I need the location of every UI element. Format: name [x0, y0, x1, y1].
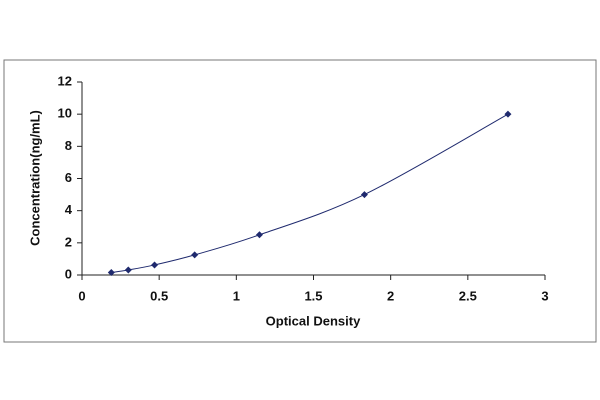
x-tick-label: 2.5 — [459, 288, 477, 303]
x-tick-label: 1.5 — [304, 288, 322, 303]
x-tick-label: 2 — [387, 288, 394, 303]
y-tick-label: 4 — [65, 202, 73, 217]
chart-frame — [3, 59, 597, 343]
marker — [151, 261, 159, 269]
x-tick-label: 0.5 — [150, 288, 168, 303]
marker — [360, 191, 368, 199]
y-tick-label: 10 — [58, 106, 72, 121]
marker — [124, 266, 132, 274]
marker — [504, 110, 512, 118]
y-tick-label: 2 — [65, 234, 72, 249]
marker — [107, 268, 115, 276]
y-tick-label: 6 — [65, 170, 72, 185]
x-tick-label: 3 — [541, 288, 548, 303]
y-tick-label: 0 — [65, 266, 72, 281]
x-tick-label: 1 — [233, 288, 240, 303]
y-axis-label: Concentration(ng/mL) — [27, 110, 42, 246]
marker — [255, 231, 263, 239]
marker — [191, 251, 199, 259]
y-tick-label: 12 — [58, 73, 72, 88]
x-axis-label: Optical Density — [266, 313, 361, 328]
y-tick-label: 8 — [65, 138, 72, 153]
x-tick-label: 0 — [78, 288, 85, 303]
